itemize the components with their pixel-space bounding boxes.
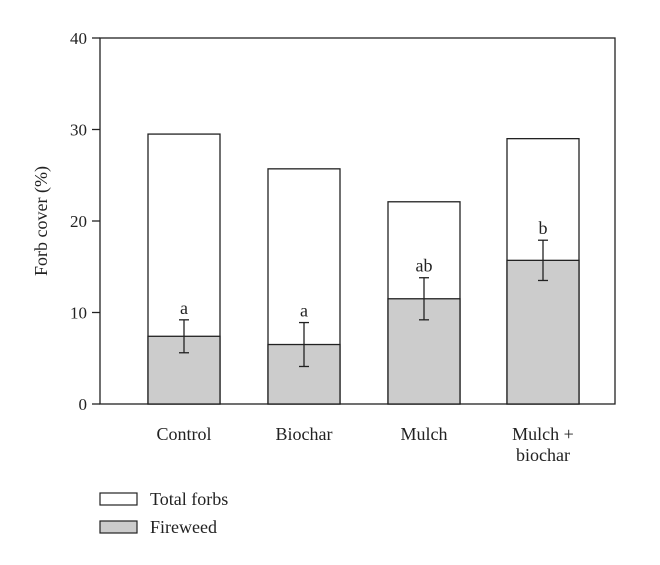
y-axis-title: Forb cover (%): [31, 166, 52, 276]
x-category-label-3-line-0: Mulch +: [512, 424, 574, 444]
x-category-label-1: Biochar: [276, 424, 333, 444]
significance-label-0: a: [180, 298, 188, 318]
significance-label-3: b: [539, 218, 548, 238]
y-tick-label-30: 30: [70, 121, 87, 140]
y-tick-label-20: 20: [70, 212, 87, 231]
significance-label-1: a: [300, 301, 308, 321]
plot-area: 0 10 20 30 40 a Control a Biochar ab Mulch b Mulch +…: [70, 29, 616, 465]
legend-swatch-fireweed: [99, 520, 138, 534]
legend: Total forbs Fireweed: [99, 489, 228, 537]
y-tick-label-0: 0: [79, 395, 88, 414]
y-tick-label-40: 40: [70, 29, 87, 48]
significance-label-2: ab: [416, 256, 433, 276]
y-tick-label-10: 10: [70, 304, 87, 323]
legend-label-fireweed: Fireweed: [150, 517, 217, 537]
x-category-label-2: Mulch: [401, 424, 448, 444]
legend-swatch-total-forbs: [99, 492, 138, 506]
legend-label-total-forbs: Total forbs: [150, 489, 228, 509]
bar-fireweed-3: [506, 259, 580, 405]
x-category-label-3-line-1: biochar: [516, 445, 570, 465]
x-category-label-0: Control: [156, 424, 211, 444]
